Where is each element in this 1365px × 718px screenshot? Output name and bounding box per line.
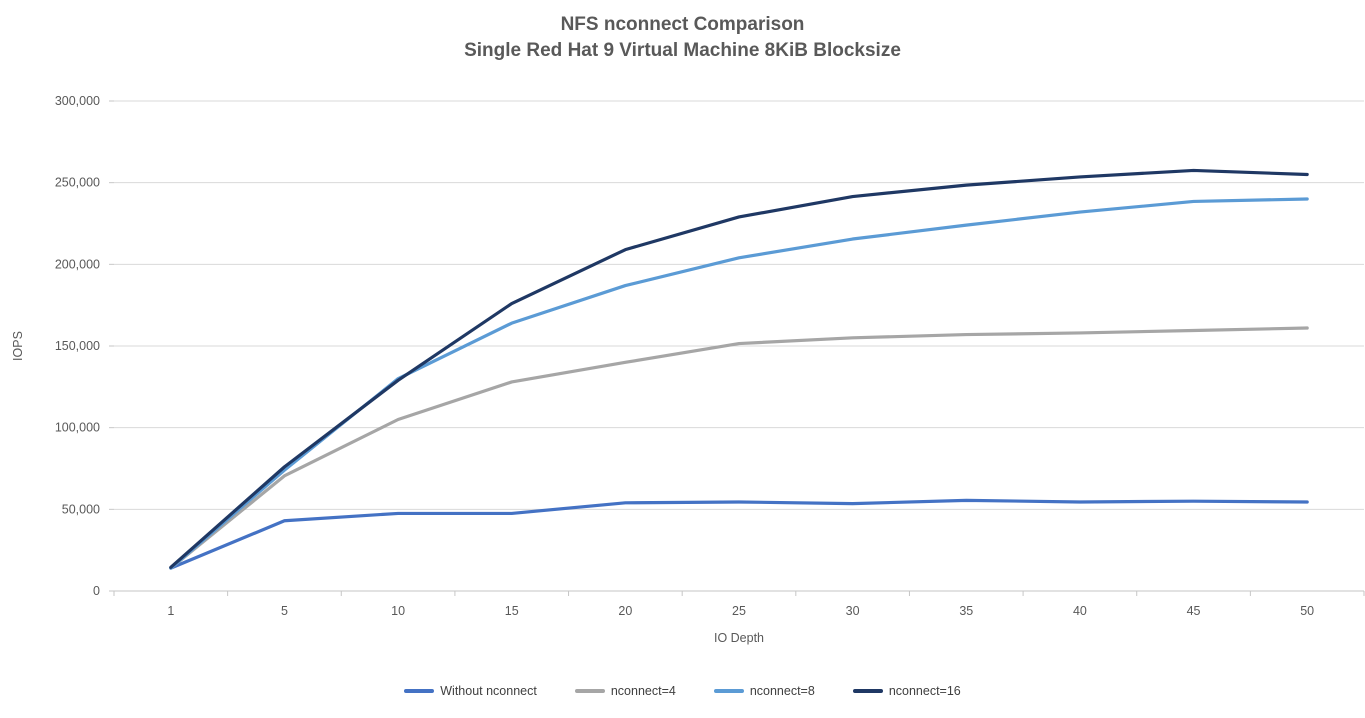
legend-item-nconnect-8: nconnect=8 [713,684,815,698]
series-line-without-nconnect [169,498,1309,570]
axis-tick-labels: 0 50,000 100,000 150,000 200,000 250,000 300,0… [55,94,1314,618]
chart-title: NFS nconnect Comparison Single Red Hat 9… [0,12,1365,64]
y-tick-label: 100,000 [55,421,100,435]
series-line-nconnect-4 [169,326,1309,570]
x-tick-label: 15 [505,604,519,618]
y-tick-label: 200,000 [55,257,100,271]
legend-line-marker [404,689,435,693]
x-tick-label: 35 [959,604,973,618]
series-line-nconnect-16 [169,168,1309,569]
x-tick-label: 45 [1187,604,1201,618]
legend-label: nconnect=16 [888,684,961,698]
x-tick-label: 1 [167,604,174,618]
x-tick-label: 25 [732,604,746,618]
legend-label: nconnect=8 [749,684,815,698]
chart-legend: Without nconnect nconnect=4 nconnect=8 ncon… [0,684,1365,698]
y-tick-label: 300,000 [55,94,100,108]
x-tick-label: 40 [1073,604,1087,618]
axes [109,100,1365,596]
x-axis-title: IO Depth [714,631,764,645]
y-tick-label: 50,000 [62,502,100,516]
y-tick-label: 250,000 [55,176,100,190]
x-tick-label: 10 [391,604,405,618]
series-line-nconnect-8 [169,197,1309,570]
series-lines [169,168,1309,570]
y-tick-label: 0 [93,584,100,598]
chart-title-line2: Single Red Hat 9 Virtual Machine 8KiB Bl… [464,40,901,62]
x-tick-label: 20 [618,604,632,618]
legend-label: nconnect=4 [610,684,676,698]
legend-label: Without nconnect [440,684,537,698]
chart-title-line1: NFS nconnect Comparison [560,14,805,35]
legend-line-marker [852,689,883,693]
legend-item-nconnect-16: nconnect=16 [852,684,961,698]
gridlines [114,100,1364,510]
x-tick-label: 50 [1300,604,1314,618]
x-tick-label: 30 [846,604,860,618]
legend-item-nconnect-4: nconnect=4 [574,684,676,698]
y-tick-label: 150,000 [55,339,100,353]
y-axis-title: IOPS [11,331,25,361]
legend-item-without-nconnect: Without nconnect [404,684,537,698]
legend-line-marker [574,689,605,693]
x-tick-label: 5 [281,604,288,618]
legend-line-marker [713,689,744,693]
